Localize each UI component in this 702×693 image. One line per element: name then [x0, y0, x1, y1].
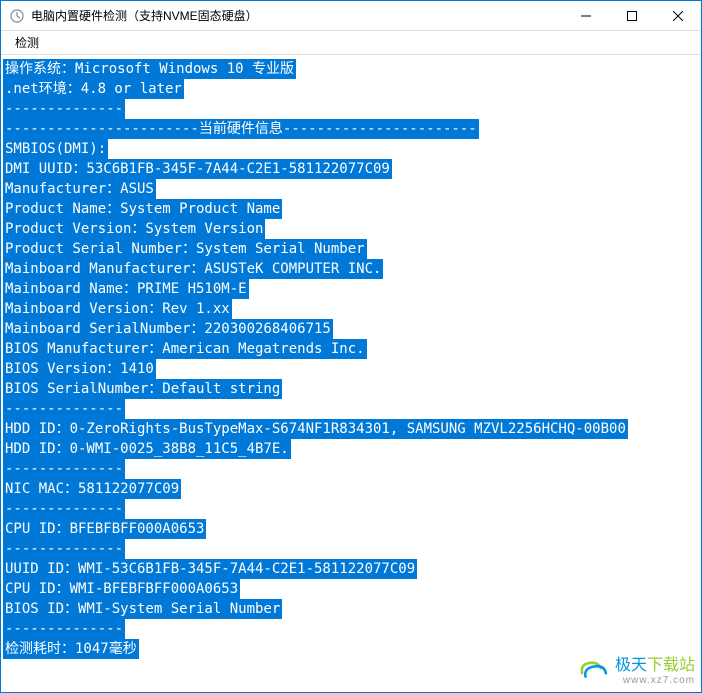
output-area[interactable]: 操作系统：Microsoft Windows 10 专业版.net环境：4.8 …	[1, 55, 701, 692]
output-line: Manufacturer：ASUS	[3, 179, 156, 199]
output-line: 操作系统：Microsoft Windows 10 专业版	[3, 59, 296, 79]
titlebar: 电脑内置硬件检测（支持NVME固态硬盘）	[1, 1, 701, 31]
output-line: --------------	[3, 459, 125, 479]
output-line: --------------	[3, 539, 125, 559]
output-line: SMBIOS(DMI):	[3, 139, 108, 159]
window-controls	[563, 1, 701, 30]
output-line: --------------	[3, 619, 125, 639]
output-line: BIOS SerialNumber：Default string	[3, 379, 282, 399]
output-line: -----------------------当前硬件信息-----------…	[3, 119, 479, 139]
output-line: Product Name：System Product Name	[3, 199, 282, 219]
output-line: --------------	[3, 99, 125, 119]
output-line: NIC MAC：581122077C09	[3, 479, 181, 499]
output-line: BIOS Manufacturer：American Megatrends In…	[3, 339, 367, 359]
output-line: Mainboard Manufacturer：ASUSTeK COMPUTER …	[3, 259, 383, 279]
output-line: DMI UUID：53C6B1FB-345F-7A44-C2E1-5811220…	[3, 159, 392, 179]
output-line: UUID ID：WMI-53C6B1FB-345F-7A44-C2E1-5811…	[3, 559, 417, 579]
output-line: BIOS Version：1410	[3, 359, 156, 379]
menubar: 检测	[1, 31, 701, 55]
output-line: Mainboard Name：PRIME H510M-E	[3, 279, 249, 299]
minimize-button[interactable]	[563, 1, 609, 31]
menu-detect[interactable]: 检测	[7, 32, 47, 53]
output-line: CPU ID：WMI-BFEBFBFF000A0653	[3, 579, 240, 599]
close-button[interactable]	[655, 1, 701, 31]
output-line: BIOS ID：WMI-System Serial Number	[3, 599, 282, 619]
output-line: Mainboard SerialNumber：220300268406715	[3, 319, 333, 339]
output-line: Product Serial Number：System Serial Numb…	[3, 239, 367, 259]
output-line: HDD ID：0-WMI-0025_38B8_11C5_4B7E.	[3, 439, 291, 459]
output-line: Mainboard Version：Rev 1.xx	[3, 299, 232, 319]
output-line: 检测耗时：1047毫秒	[3, 639, 139, 659]
window-title: 电脑内置硬件检测（支持NVME固态硬盘）	[31, 7, 563, 24]
output-line: HDD ID：0-ZeroRights-BusTypeMax-S674NF1R8…	[3, 419, 628, 439]
output-line: Product Version：System Version	[3, 219, 265, 239]
output-line: .net环境：4.8 or later	[3, 79, 184, 99]
maximize-button[interactable]	[609, 1, 655, 31]
output-line: --------------	[3, 399, 125, 419]
app-icon	[9, 8, 25, 24]
output-line: --------------	[3, 499, 125, 519]
output-line: CPU ID：BFEBFBFF000A0653	[3, 519, 206, 539]
